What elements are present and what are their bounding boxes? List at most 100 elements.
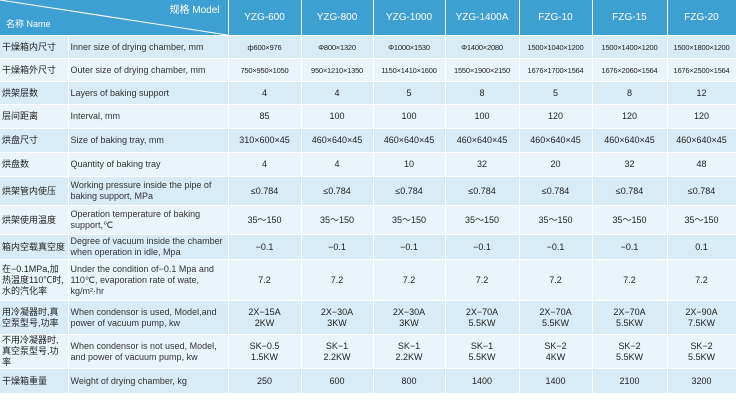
pump-model-text: 2X−30A — [392, 306, 426, 317]
row-value-cell: SK−2 4KW — [519, 334, 593, 369]
pump-power-text: 2KW — [254, 317, 275, 328]
header-model-label: 规格 Model — [169, 5, 220, 16]
pump-power-text: 5.5KW — [468, 351, 496, 362]
row-value-cell: 1550×1900×2150 — [445, 58, 520, 82]
row-value-cell: 2X−15A 2KW — [228, 300, 302, 335]
row-value-cell: 32 — [592, 152, 668, 177]
row-name-en: Degree of vacuum inside the chamber when… — [68, 234, 229, 260]
row-value-cell: SK−0.5 1.5KW — [228, 334, 302, 369]
row-name-en: Size of baking tray, mm — [68, 128, 229, 153]
row-name-cn: 烘架管内使压 — [0, 176, 69, 206]
pump-model-text: 2X−30A — [320, 306, 354, 317]
table-row: 烘架管内使压 Working pressure inside the pipe o… — [0, 176, 736, 206]
row-value-cell: Φ800×1320 — [301, 35, 374, 59]
row-name-cn: 层间距离 — [0, 104, 69, 129]
corner-diagonal-line — [0, 0, 227, 35]
pump-model-text: 2X−90A — [685, 306, 718, 317]
pump-power-text: 7.5KW — [687, 317, 715, 328]
row-value-cell: 1500×1400×1200 — [592, 35, 668, 59]
row-value-cell: 1150×1410×1600 — [373, 58, 446, 82]
table-row: 干燥箱外尺寸 Outer size of drying chamber, mm 75… — [0, 58, 736, 82]
pump-model-text: SK−0.5 — [249, 340, 280, 351]
row-name-en: Layers of baking support — [68, 81, 229, 105]
row-value-cell: ф600×976 — [228, 35, 302, 59]
row-value-cell: 4 — [301, 152, 374, 177]
row-value-cell: 800 — [373, 368, 446, 394]
row-name-en: Weight of drying chamber, kg — [68, 368, 229, 394]
row-value-cell: 7.2 — [667, 259, 736, 301]
row-value-cell: −0.1 — [301, 234, 374, 260]
row-value-cell: 2X−30A 3KW — [373, 300, 446, 335]
row-name-cn: 用冷凝器时,真空泵型号,功率 — [0, 300, 69, 335]
row-value-cell: 48 — [667, 152, 736, 177]
header-model-7: FZG-20 — [667, 0, 736, 36]
row-value-cell: ≤0.784 — [445, 176, 520, 206]
row-value-cell: 0.1 — [667, 234, 736, 260]
pump-power-text: 3KW — [399, 317, 419, 328]
row-value-cell: SK−1 2.2KW — [373, 334, 446, 369]
row-value-cell: 7.2 — [228, 259, 302, 301]
pump-power-text: 5.5KW — [468, 317, 496, 328]
row-value-cell: 8 — [445, 81, 520, 105]
row-value-cell: 7.2 — [445, 259, 520, 301]
row-value-cell: 7.2 — [301, 259, 374, 301]
pump-power-text: 5.5KW — [541, 317, 569, 328]
row-value-cell: 3200 — [667, 368, 736, 394]
row-value-cell: SK−2 5.5KW — [592, 334, 668, 369]
row-value-cell: 35～150 — [228, 205, 302, 235]
row-value-cell: 600 — [301, 368, 374, 394]
row-value-cell: 1676×1700×1564 — [519, 58, 593, 82]
header-corner-cell: 规格 Model 名称 Name — [0, 0, 229, 36]
row-value-cell: 2X−70A 5.5KW — [519, 300, 593, 335]
row-value-cell: −0.1 — [228, 234, 302, 260]
row-name-cn: 烘盘尺寸 — [0, 128, 69, 153]
table-row: 层间距离 Interval, mm 85 100 100 100 120 120 120 — [0, 104, 736, 129]
row-value-cell: 100 — [445, 104, 520, 129]
header-model-2: YZG-800 — [301, 0, 374, 36]
row-value-cell: 5 — [373, 81, 446, 105]
pump-power-text: 5.5KW — [687, 351, 715, 362]
pump-model-text: SK−2 — [690, 340, 713, 351]
pump-model-text: 2X−70A — [465, 306, 499, 317]
row-name-cn: 干燥箱内尺寸 — [0, 35, 69, 59]
row-value-cell: ≤0.784 — [373, 176, 446, 206]
row-value-cell: 1400 — [519, 368, 593, 394]
row-value-cell: SK−1 2.2KW — [301, 334, 374, 369]
row-value-cell: 2X−30A 3KW — [301, 300, 374, 335]
row-value-cell: 460×640×45 — [373, 128, 446, 153]
row-value-cell: 7.2 — [373, 259, 446, 301]
header-model-3: YZG-1000 — [373, 0, 446, 36]
row-value-cell: 7.2 — [592, 259, 668, 301]
row-name-cn: 干燥箱外尺寸 — [0, 58, 69, 82]
row-name-cn: 在−0.1MPa,加热温度110℃时,水的汽化率 — [0, 259, 69, 301]
row-value-cell: −0.1 — [592, 234, 668, 260]
header-model-6: FZG-15 — [592, 0, 668, 36]
table-row: 干燥箱内尺寸 Inner size of drying chamber, mm ф6… — [0, 35, 736, 59]
row-name-cn: 干燥箱重量 — [0, 368, 69, 394]
table-row: 箱内空载真空度 Degree of vacuum inside the chamb… — [0, 234, 736, 260]
table-row: 在−0.1MPa,加热温度110℃时,水的汽化率 Under the condit… — [0, 259, 736, 301]
table-row: 烘架使用温度 Operation temperature of baking su… — [0, 205, 736, 235]
row-value-cell: 250 — [228, 368, 302, 394]
row-name-en: When condensor is used, Model,and power … — [68, 300, 229, 335]
row-value-cell: SK−2 5.5KW — [667, 334, 736, 369]
header-name-label: 名称 Name — [6, 19, 51, 29]
row-value-cell: 8 — [592, 81, 668, 105]
row-value-cell: 2X−70A 5.5KW — [592, 300, 668, 335]
row-value-cell: 1676×2060×1564 — [592, 58, 668, 82]
row-value-cell: 2100 — [592, 368, 668, 394]
row-value-cell: 4 — [301, 81, 374, 105]
row-value-cell: 100 — [373, 104, 446, 129]
row-name-en: Inner size of drying chamber, mm — [68, 35, 229, 59]
pump-model-text: 2X−70A — [613, 306, 646, 317]
row-value-cell: 4 — [228, 152, 302, 177]
row-value-cell: 460×640×45 — [445, 128, 520, 153]
row-value-cell: 12 — [667, 81, 736, 105]
row-value-cell: 35～150 — [445, 205, 520, 235]
row-value-cell: 2X−70A 5.5KW — [445, 300, 520, 335]
row-value-cell: 1500×1040×1200 — [519, 35, 593, 59]
row-value-cell: 460×640×45 — [519, 128, 593, 153]
row-name-cn: 烘盘数 — [0, 152, 69, 177]
row-value-cell: 1500×1800×1200 — [667, 35, 736, 59]
row-value-cell: 35～150 — [373, 205, 446, 235]
